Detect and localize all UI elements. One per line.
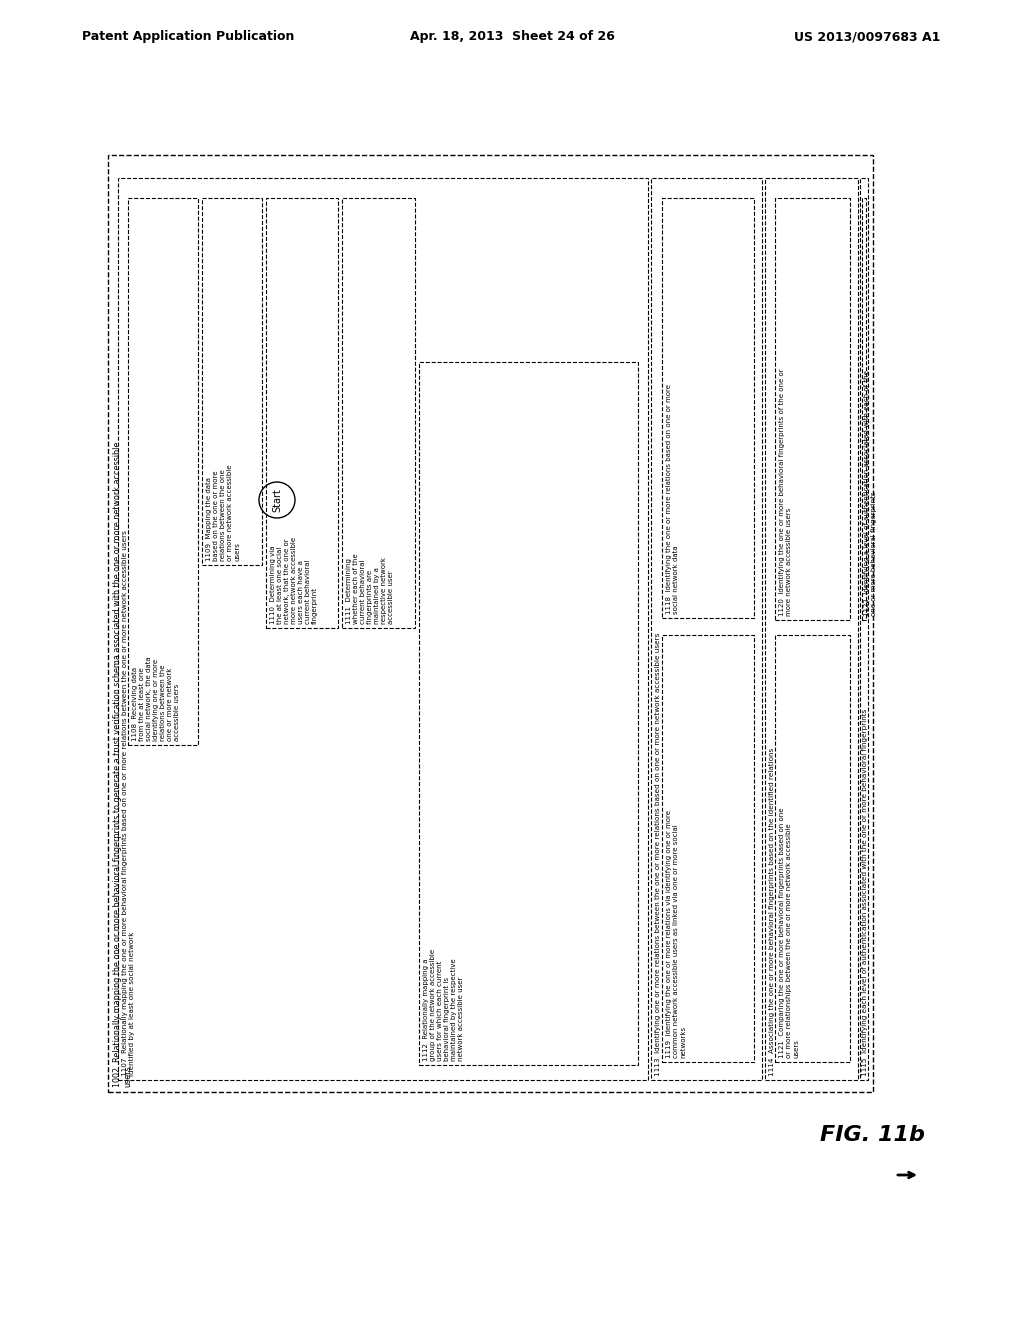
Text: Patent Application Publication: Patent Application Publication: [82, 30, 294, 44]
Bar: [775, 198, 850, 620]
Text: FIG. 11b: FIG. 11b: [820, 1125, 925, 1144]
Bar: [662, 198, 754, 618]
Text: Apr. 18, 2013  Sheet 24 of 26: Apr. 18, 2013 Sheet 24 of 26: [410, 30, 614, 44]
Text: 1002  Relationally mapping the one or more behavioral fingerprints to generate a: 1002 Relationally mapping the one or mor…: [113, 442, 132, 1086]
Text: Start: Start: [272, 488, 282, 512]
Bar: [108, 154, 873, 1092]
Text: 1114  Associating the one or more behavioral fingerprints based on the identifie: 1114 Associating the one or more behavio…: [769, 747, 775, 1076]
Bar: [651, 178, 762, 1080]
Bar: [775, 635, 850, 1063]
Bar: [862, 198, 866, 620]
Text: 1120  Identifying the one or more behavioral fingerprints of the one or
more net: 1120 Identifying the one or more behavio…: [779, 368, 792, 616]
Bar: [662, 635, 754, 1063]
Text: 1118  Identifying the one or more relations based on one or more
social network : 1118 Identifying the one or more relatio…: [666, 384, 679, 614]
Text: 1110  Determining via
the at least one social
network, that the one or
more netw: 1110 Determining via the at least one so…: [270, 537, 318, 624]
Bar: [765, 178, 858, 1080]
Text: 1121  Comparing the one or more behavioral fingerprints based on one
or more rel: 1121 Comparing the one or more behaviora…: [779, 808, 799, 1059]
Bar: [202, 198, 262, 565]
Bar: [128, 198, 198, 744]
Bar: [118, 178, 648, 1080]
Bar: [860, 178, 868, 1080]
Text: 1119  Identifying the one or more relations via identifying one or more
common n: 1119 Identifying the one or more relatio…: [666, 810, 686, 1059]
Bar: [342, 198, 415, 628]
Text: 1107  Relationally mapping the one or more behavioral fingerprints based on one : 1107 Relationally mapping the one or mor…: [122, 531, 135, 1076]
Text: 1111  Determining
whether each of the
current behavioral
fingerprints are
mainta: 1111 Determining whether each of the cur…: [346, 553, 394, 624]
Text: 1122  Identifying a level of authentication associated with each of the
one or m: 1122 Identifying a level of authenticati…: [864, 370, 877, 616]
Text: 1112  Relationally mapping a
group of the network accessible
users for which eac: 1112 Relationally mapping a group of the…: [423, 949, 464, 1061]
Bar: [266, 198, 338, 628]
Text: 1108  Receiving data
from the at least one
social network, the data
identifying : 1108 Receiving data from the at least on…: [132, 656, 180, 741]
Text: 1113  Identifying one or more relations between the one or more relations based : 1113 Identifying one or more relations b…: [655, 632, 662, 1076]
Text: 1115  Identifying each level of authentication associated with the one or more b: 1115 Identifying each level of authentic…: [862, 709, 868, 1076]
Text: US 2013/0097683 A1: US 2013/0097683 A1: [794, 30, 940, 44]
Bar: [419, 362, 638, 1065]
Text: 1109  Mapping the data
based on the one or more
relations between the one
or mor: 1109 Mapping the data based on the one o…: [206, 465, 240, 561]
